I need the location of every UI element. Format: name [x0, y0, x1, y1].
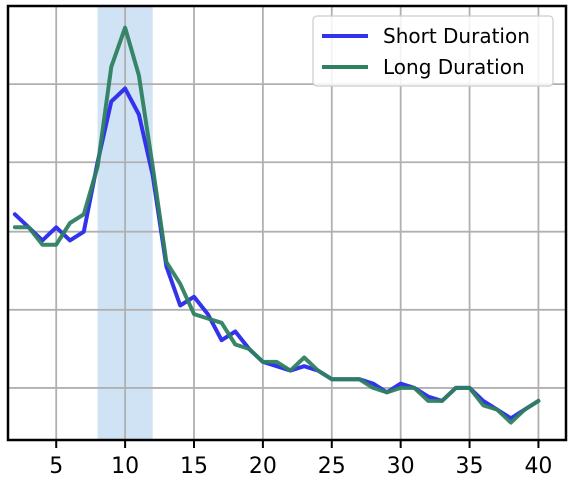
legend-label: Long Duration	[383, 55, 525, 79]
x-tick-label: 15	[180, 454, 208, 479]
x-axis: 5 10 15 20 25 30 35 40	[49, 440, 552, 479]
x-tick-label: 20	[249, 454, 277, 479]
x-tick-label: 5	[49, 454, 63, 479]
x-tick-label: 40	[524, 454, 552, 479]
x-tick-label: 30	[387, 454, 415, 479]
x-tick-label: 35	[456, 454, 484, 479]
plot-frame	[6, 4, 568, 442]
legend-box	[312, 15, 554, 87]
legend-label: Short Duration	[383, 24, 530, 48]
series-layer	[12, 25, 541, 425]
x-tick-label: 25	[318, 454, 346, 479]
series-line-2	[12, 25, 541, 425]
legend: Short Duration Long Duration	[312, 15, 554, 87]
series-line-1	[12, 86, 541, 421]
x-tick-label: 10	[111, 454, 139, 479]
